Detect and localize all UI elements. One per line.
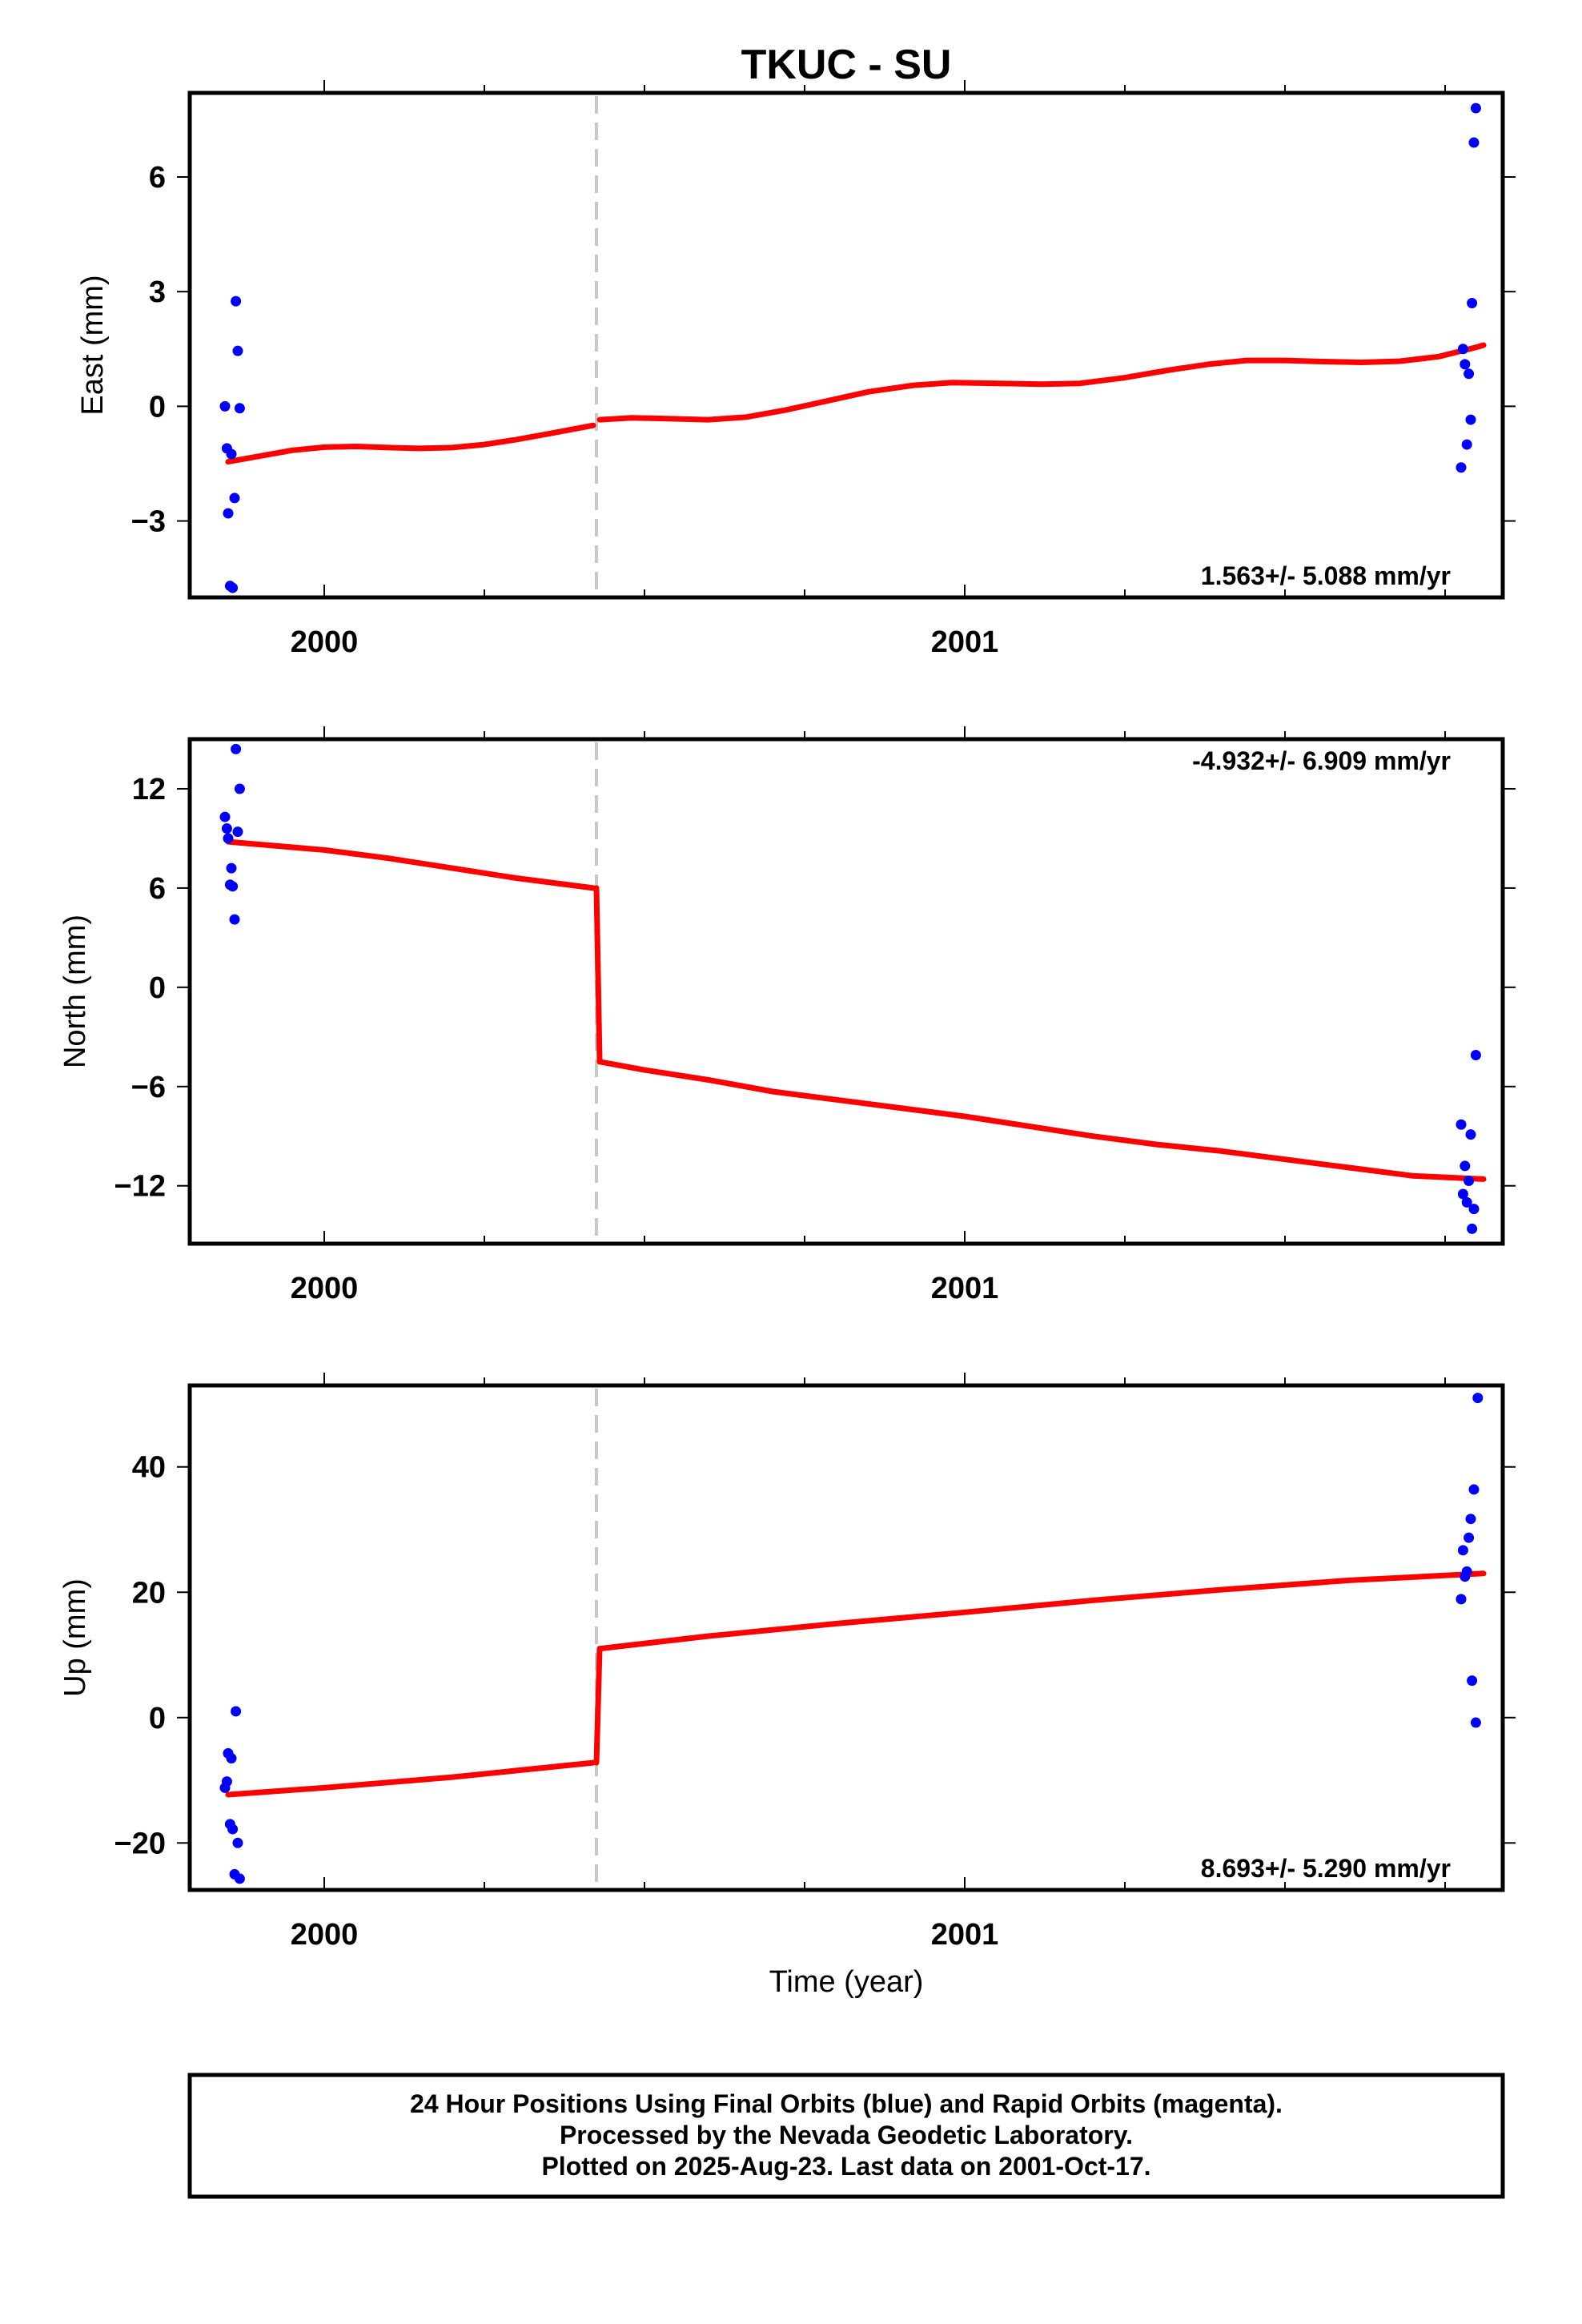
north-data-point [221,823,232,834]
north-model-line [593,885,603,1065]
north-data-point [1467,1223,1478,1234]
north-data-point [1468,1204,1480,1215]
east-y-tick-label: −3 [131,505,166,539]
footer-line-3: Plotted on 2025-Aug-23. Last data on 200… [541,2152,1150,2181]
east-data-point [1457,344,1468,355]
up-y-axis-label: Up (mm) [58,1578,92,1697]
east-data-point [1470,103,1481,114]
north-data-point [1457,1188,1468,1200]
figure-title: TKUC - SU [741,42,952,88]
up-y-tick-label: 0 [149,1702,166,1735]
north-data-point [219,811,231,822]
up-data-point [231,1706,242,1717]
east-model-line [225,422,596,465]
east-x-tick-label: 2000 [291,625,359,659]
north-y-tick-label: −6 [131,1071,166,1104]
east-y-tick-label: 3 [149,275,166,309]
east-data-point [1460,359,1471,370]
footer-line-1: 24 Hour Positions Using Final Orbits (bl… [410,2089,1283,2118]
north-model-line [225,838,596,891]
footer-line-2: Processed by the Nevada Geodetic Laborat… [560,2121,1133,2149]
up-data-point [1468,1484,1480,1495]
east-y-axis-label: East (mm) [76,275,110,415]
north-data-point [226,862,237,874]
north-y-tick-label: 12 [132,773,166,806]
north-data-point [232,826,243,838]
up-plot-frame [187,1383,1505,1892]
north-data-point [229,914,240,925]
north-data-point [1470,1050,1481,1061]
east-data-point [219,400,231,412]
east-data-point [1456,462,1467,473]
north-data-point [227,881,239,892]
north-data-point [1456,1119,1467,1130]
up-data-point [1464,1532,1475,1543]
north-data-point [234,783,245,794]
up-data-point [1461,1566,1472,1577]
up-data-point [1467,1675,1478,1687]
east-y-tick-label: 0 [149,390,166,424]
up-x-axis-label: Time (year) [769,1965,924,1999]
east-data-point [223,508,234,519]
up-data-point [1456,1594,1467,1605]
north-x-tick-label: 2001 [931,1272,999,1305]
north-panel: 2000 2001 −12 −6 0 6 12 North (mm) -4.932+/- 6.9… [58,726,1516,1305]
up-data-point [1465,1514,1476,1525]
north-data-point [1464,1176,1475,1187]
east-data-point [1465,414,1476,425]
north-data-point [1461,1196,1472,1208]
up-data-point [226,1753,237,1764]
east-rate-text: 1.563+/- 5.088 mm/yr [1201,561,1451,590]
up-data-point [1470,1717,1481,1728]
north-plot-frame [187,737,1505,1246]
up-x-tick-label: 2001 [931,1918,999,1952]
east-data-point [227,582,239,593]
up-y-tick-label: 20 [132,1576,166,1610]
up-data-point [234,1873,245,1884]
up-panel: 2000 2001 −20 0 20 40 Up (mm) Time (year) 8.693+… [58,1373,1516,1999]
north-x-tick-label: 2000 [291,1272,359,1305]
north-rate-text: -4.932+/- 6.909 mm/yr [1192,746,1451,775]
up-y-tick-label: 40 [132,1451,166,1485]
north-y-tick-label: −12 [114,1170,166,1204]
up-data-point [1457,1545,1468,1556]
up-data-point [227,1823,239,1835]
east-data-point [1468,137,1480,148]
footer-frame [187,2073,1505,2199]
east-panel: 2000 2001 −3 0 3 6 East (mm) 1.563+/- 5.088 mm/… [76,80,1516,659]
east-data-point [234,403,245,414]
east-x-tick-label: 2001 [931,625,999,659]
north-data-point [1465,1129,1476,1140]
up-data-point [232,1837,243,1848]
up-data-point [1472,1393,1484,1404]
footer-box: 24 Hour Positions Using Final Orbits (bl… [187,2073,1505,2199]
north-data-point [223,833,234,844]
east-y-tick-label: 6 [149,161,166,195]
north-y-axis-label: North (mm) [58,915,92,1068]
up-model-line [225,1759,596,1798]
up-rate-text: 8.693+/- 5.290 mm/yr [1201,1854,1451,1883]
east-data-point [229,493,240,504]
north-y-tick-label: 0 [149,971,166,1005]
east-model-line [596,342,1487,423]
east-plot-frame [187,90,1505,600]
east-data-point [231,296,242,307]
east-data-point [1461,439,1472,450]
east-data-point [226,448,237,460]
up-model-line [596,1570,1487,1652]
east-data-point [232,345,243,356]
east-data-point [1467,298,1478,308]
up-x-tick-label: 2000 [291,1918,359,1952]
up-y-tick-label: −20 [114,1827,166,1860]
north-data-point [1460,1160,1471,1172]
north-model-line [596,1059,1487,1182]
up-data-point [221,1776,232,1787]
east-data-point [1464,368,1475,380]
north-y-tick-label: 6 [149,872,166,906]
up-model-line [593,1646,603,1766]
north-data-point [231,743,242,754]
